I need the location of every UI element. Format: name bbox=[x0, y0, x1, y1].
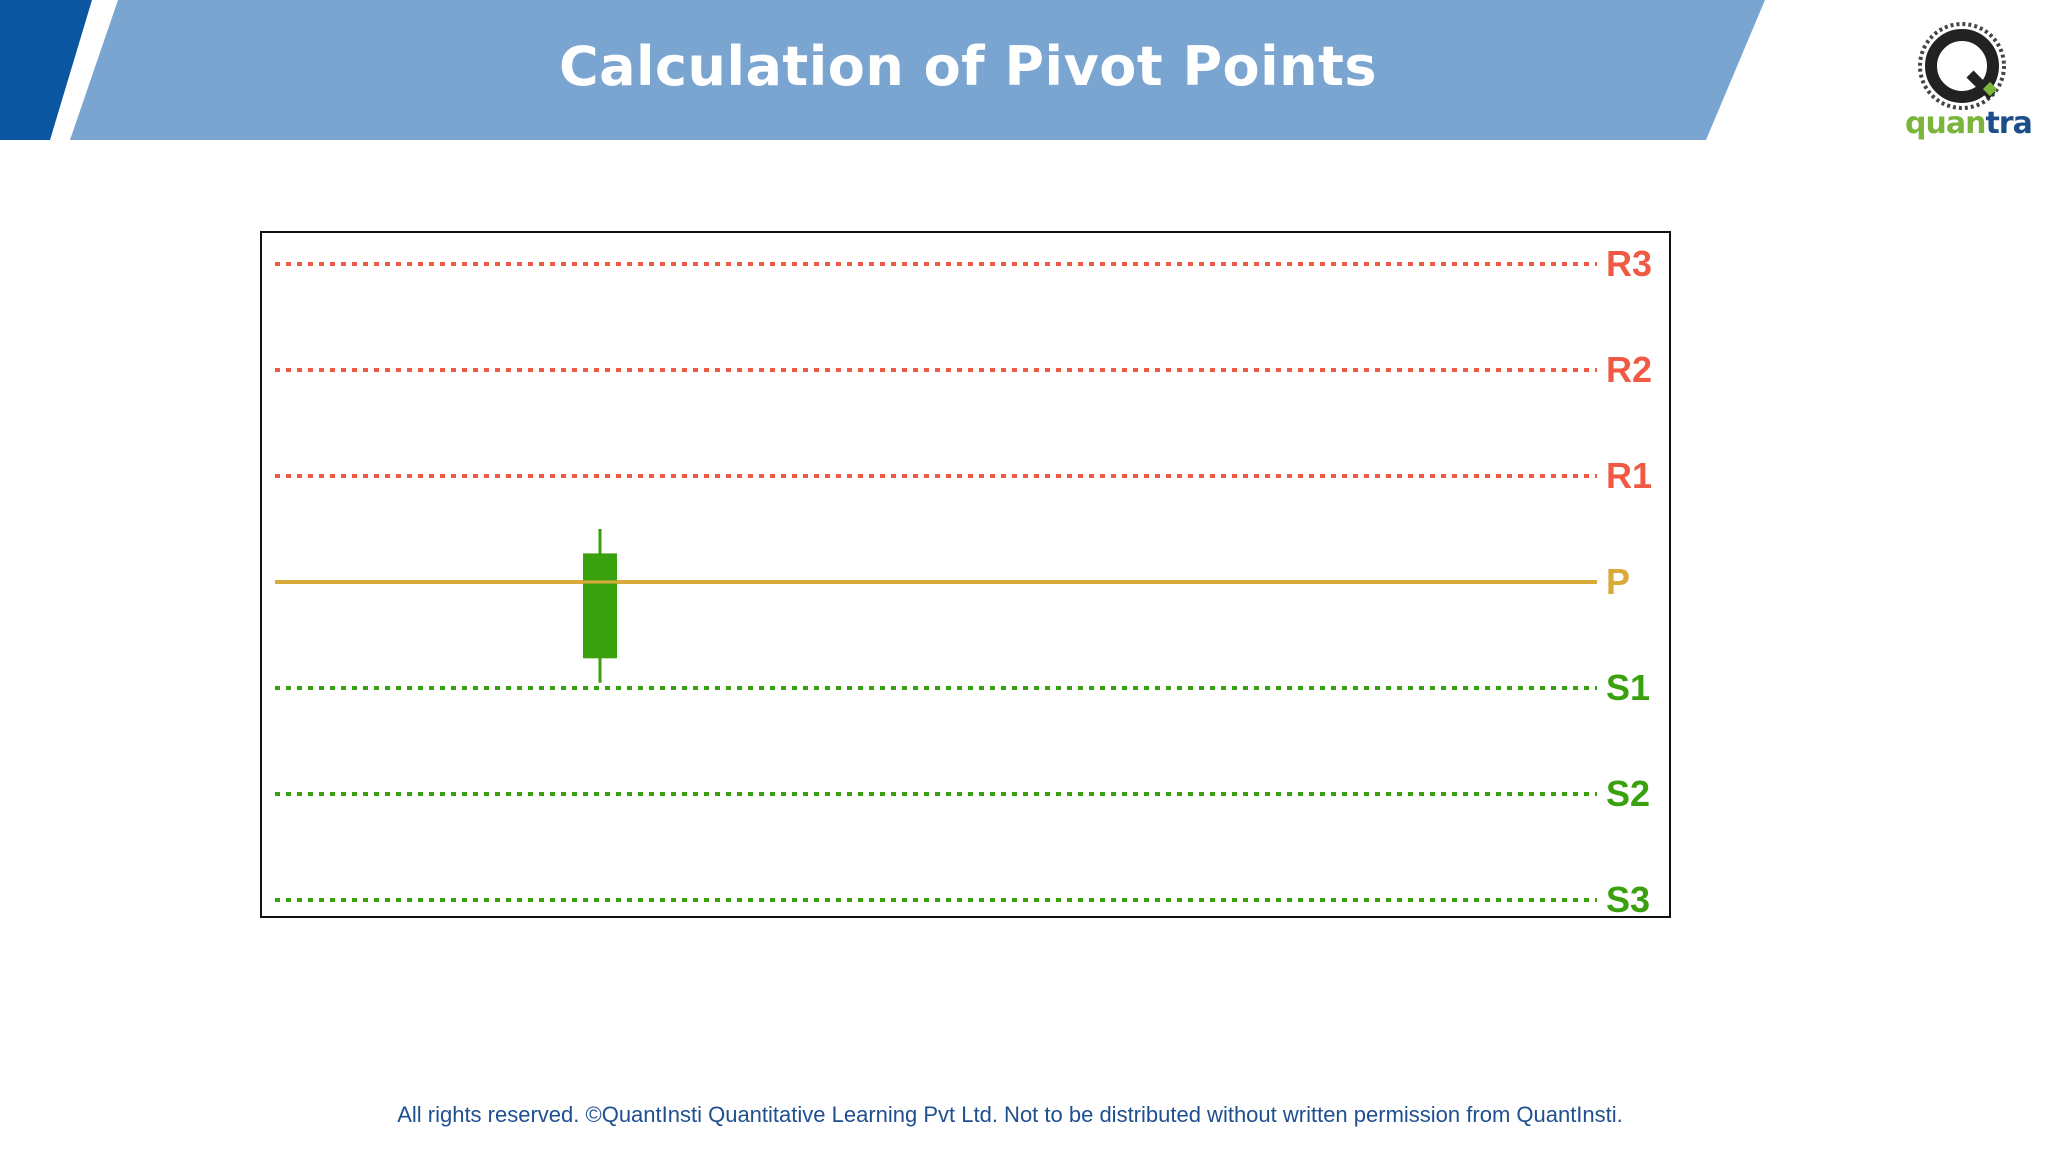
level-label-r2: R2 bbox=[1606, 349, 1652, 390]
candle-body bbox=[583, 553, 617, 659]
quantra-logo-icon bbox=[1918, 22, 2006, 110]
logo-wordmark: quantra bbox=[1905, 106, 2033, 141]
level-label-r3: R3 bbox=[1606, 243, 1652, 284]
level-label-s1: S1 bbox=[1606, 667, 1650, 708]
level-label-p: P bbox=[1606, 561, 1630, 602]
pivot-chart-svg: R3 R2 R1 P S1 S2 S3 bbox=[275, 243, 1652, 915]
pivot-chart: R3 R2 R1 P S1 S2 S3 bbox=[260, 231, 1671, 918]
level-label-s3: S3 bbox=[1606, 879, 1650, 915]
level-label-r1: R1 bbox=[1606, 455, 1652, 496]
copyright-footer: All rights reserved. ©QuantInsti Quantit… bbox=[397, 1102, 1623, 1127]
page-title: Calculation of Pivot Points bbox=[558, 34, 1378, 98]
logo-text-tra: tra bbox=[1985, 106, 2032, 141]
logo-text-quan: quan bbox=[1905, 106, 1986, 141]
level-label-s2: S2 bbox=[1606, 773, 1650, 814]
title-banner bbox=[70, 0, 1765, 140]
